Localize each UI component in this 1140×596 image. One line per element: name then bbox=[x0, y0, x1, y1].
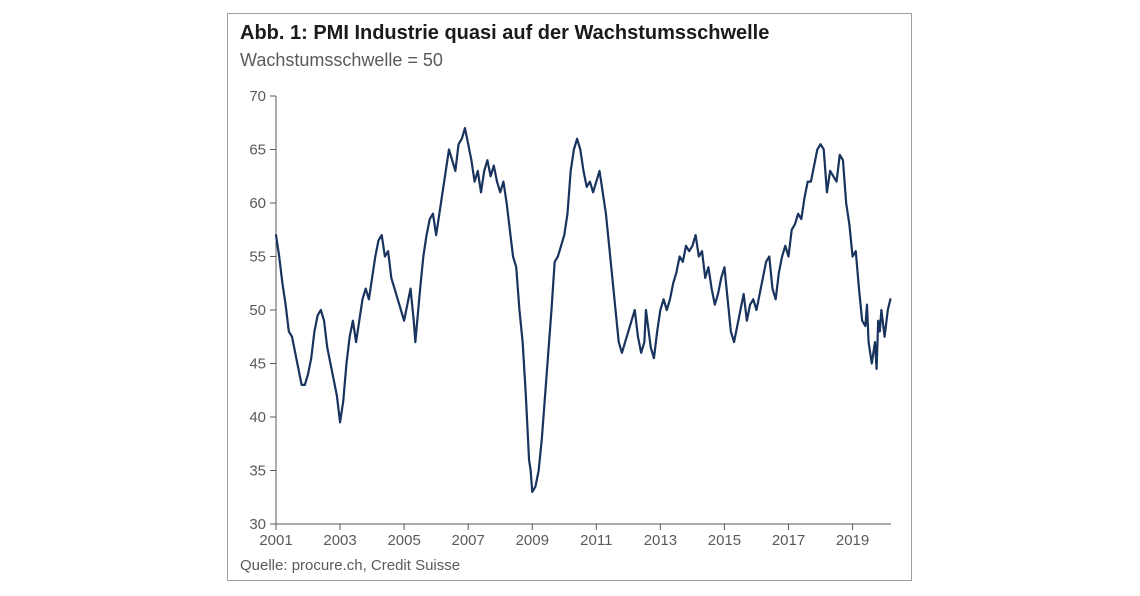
chart-plot: 3035404550556065702001200320052007200920… bbox=[276, 96, 891, 524]
chart-title: Abb. 1: PMI Industrie quasi auf der Wach… bbox=[240, 22, 769, 45]
chart-panel: Abb. 1: PMI Industrie quasi auf der Wach… bbox=[227, 13, 912, 581]
y-tick-label: 30 bbox=[249, 516, 266, 533]
x-tick-label: 2015 bbox=[708, 532, 741, 549]
y-tick-label: 55 bbox=[249, 249, 266, 266]
y-tick-label: 65 bbox=[249, 142, 266, 159]
x-tick-label: 2009 bbox=[516, 532, 549, 549]
x-tick-label: 2019 bbox=[836, 532, 869, 549]
y-tick-label: 70 bbox=[249, 88, 266, 105]
y-tick-label: 35 bbox=[249, 463, 266, 480]
x-tick-label: 2013 bbox=[644, 532, 677, 549]
y-tick-label: 60 bbox=[249, 195, 266, 212]
y-tick-label: 40 bbox=[249, 409, 266, 426]
series-line bbox=[276, 128, 890, 492]
chart-stage: Abb. 1: PMI Industrie quasi auf der Wach… bbox=[0, 0, 1140, 596]
x-tick-label: 2007 bbox=[452, 532, 485, 549]
y-tick-label: 50 bbox=[249, 302, 266, 319]
x-tick-label: 2011 bbox=[580, 532, 612, 549]
x-tick-label: 2001 bbox=[259, 532, 292, 549]
x-tick-label: 2003 bbox=[323, 532, 356, 549]
chart-source: Quelle: procure.ch, Credit Suisse bbox=[240, 557, 460, 574]
x-tick-label: 2005 bbox=[387, 532, 420, 549]
x-tick-label: 2017 bbox=[772, 532, 805, 549]
y-tick-label: 45 bbox=[249, 356, 266, 373]
chart-subtitle: Wachstumsschwelle = 50 bbox=[240, 50, 443, 71]
